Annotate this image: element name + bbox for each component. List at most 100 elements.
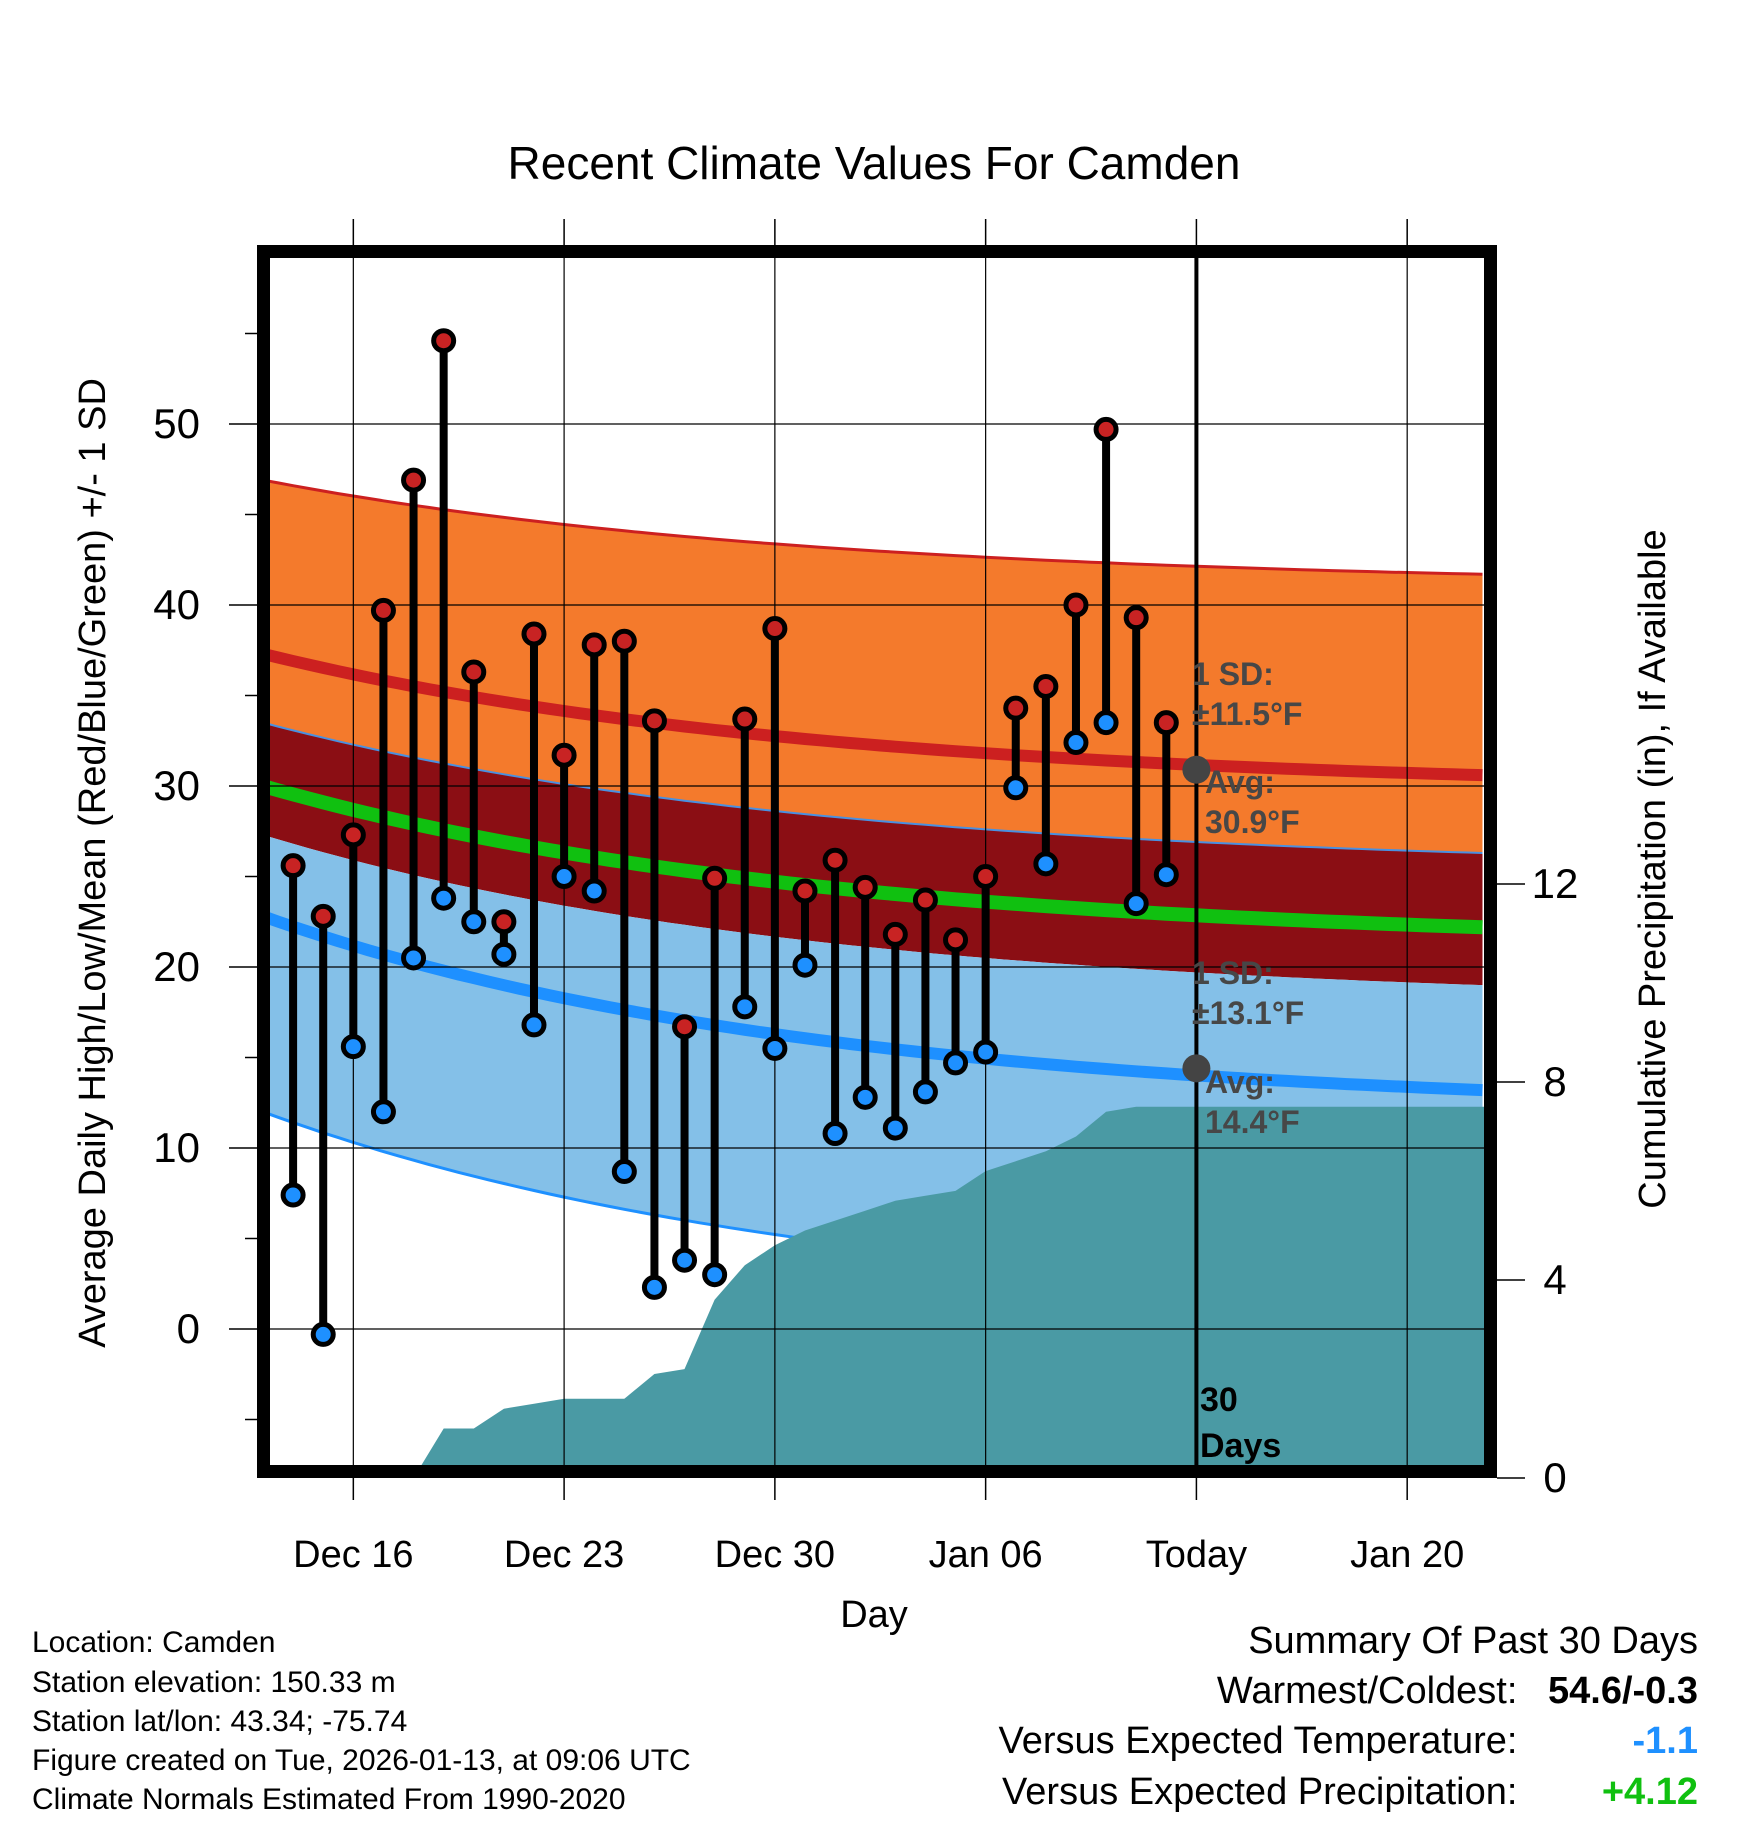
daily-low-point — [882, 1115, 908, 1141]
daily-low-point — [641, 1274, 667, 1300]
precip-area — [418, 1106, 1484, 1470]
y-left-tick-label: 20 — [153, 943, 200, 990]
daily-low-point — [912, 1079, 938, 1105]
daily-high-point — [852, 874, 878, 900]
summary-warmest-row: Warmest/Coldest: 54.6/-0.3 — [1217, 1670, 1698, 1713]
daily-high-point — [521, 621, 547, 647]
daily-low-point — [1093, 710, 1119, 736]
info-normals: Climate Normals Estimated From 1990-2020 — [32, 1783, 626, 1816]
info-location: Location: Camden — [32, 1626, 276, 1659]
y-right-tick-label: 12 — [1532, 860, 1579, 907]
daily-high-point — [1063, 592, 1089, 618]
info-elevation: Station elevation: 150.33 m — [32, 1666, 396, 1699]
daily-low-point — [973, 1039, 999, 1065]
daily-high-point — [641, 708, 667, 734]
daily-high-point — [732, 706, 758, 732]
x-tick-label: Dec 30 — [715, 1534, 835, 1576]
daily-low-point — [551, 864, 577, 889]
daily-low-point — [822, 1121, 848, 1147]
plot-frame — [257, 245, 1497, 1478]
daily-low-point — [370, 1099, 396, 1125]
x-tick-label: Today — [1146, 1534, 1247, 1576]
daily-low-point — [1123, 891, 1149, 917]
daily-low-point — [310, 1321, 336, 1347]
y-right-tick-label: 4 — [1543, 1256, 1566, 1303]
y-left-tick-label: 30 — [153, 762, 200, 809]
daily-low-point — [521, 1012, 547, 1038]
x-tick-label: Jan 20 — [1350, 1534, 1464, 1576]
daily-high-point — [762, 616, 788, 642]
high-sd-annotation: 1 SD: ±11.5°F — [1192, 656, 1302, 732]
high-avg-annotation: Avg: 30.9°F — [1205, 764, 1300, 840]
daily-high-point — [672, 1014, 698, 1040]
daily-high-point — [491, 909, 517, 935]
summary-warmest-label: Warmest/Coldest: — [1216, 1670, 1518, 1712]
daily-high-point — [702, 865, 728, 891]
y-right-tick-label: 8 — [1543, 1058, 1566, 1105]
daily-high-point — [551, 742, 577, 768]
high-avg-marker — [1182, 755, 1211, 784]
daily-low-point — [943, 1050, 969, 1076]
daily-low-point — [280, 1182, 306, 1208]
daily-low-point — [491, 941, 517, 967]
summary-temp-row: Versus Expected Temperature: -1.1 — [999, 1720, 1698, 1763]
x-tick-label: Jan 06 — [929, 1534, 1043, 1576]
daily-high-point — [792, 878, 818, 904]
y-right-axis-label: Cumulative Precipitation (in), If Availa… — [1632, 529, 1674, 1208]
y-left-tick-label: 50 — [153, 400, 200, 447]
daily-low-point — [431, 885, 457, 911]
daily-high-point — [1153, 710, 1179, 736]
low-avg-annotation: Avg: 14.4°F — [1205, 1064, 1300, 1140]
daily-high-point — [1003, 695, 1029, 721]
y-left-axis-label: Average Daily High/Low/Mean (Red/Blue/Gr… — [72, 378, 114, 1348]
daily-low-point — [581, 878, 607, 904]
y-left-tick-label: 40 — [153, 581, 200, 628]
daily-high-point — [1033, 673, 1059, 699]
daily-high-point — [370, 597, 396, 623]
daily-low-point — [762, 1035, 788, 1061]
daily-high-point — [340, 822, 366, 848]
y-right-tick-label: 0 — [1543, 1454, 1566, 1501]
summary-precip-row: Versus Expected Precipitation: +4.12 — [1002, 1771, 1698, 1814]
chart-title: Recent Climate Values For Camden — [508, 137, 1241, 189]
daily-low-point — [1033, 851, 1059, 877]
daily-low-point — [792, 952, 818, 978]
x-axis-label: Day — [840, 1594, 908, 1636]
info-created: Figure created on Tue, 2026-01-13, at 09… — [32, 1744, 691, 1777]
high-upper-sd-line — [270, 479, 1483, 576]
daily-high-point — [611, 628, 637, 654]
daily-high-point — [882, 921, 908, 947]
low-avg-marker — [1182, 1054, 1211, 1083]
daily-high-point — [581, 632, 607, 658]
low-sd-annotation: 1 SD: ±13.1°F — [1192, 955, 1304, 1031]
y-left-tick-label: 10 — [153, 1124, 200, 1171]
high-lower-sd-line — [270, 723, 1483, 854]
daily-high-point — [280, 853, 306, 879]
daily-low-point — [611, 1159, 637, 1185]
x-tick-label: Dec 23 — [504, 1534, 624, 1576]
low-normal-line — [270, 912, 1483, 1097]
daily-high-point — [822, 847, 848, 873]
summary-warmest-value: 54.6/-0.3 — [1548, 1670, 1698, 1712]
x-tick-label: Dec 16 — [293, 1534, 413, 1576]
daily-low-point — [1153, 862, 1179, 888]
y-left-tick-label: 0 — [177, 1305, 200, 1352]
daily-low-point — [672, 1247, 698, 1273]
summary-precip-value: +4.12 — [1601, 1771, 1698, 1813]
daily-low-point — [340, 1034, 366, 1060]
daily-high-point — [912, 887, 938, 913]
daily-low-point — [732, 994, 758, 1020]
summary-temp-label: Versus Expected Temperature: — [998, 1720, 1518, 1762]
high-normal-line — [270, 649, 1483, 782]
daily-high-point — [943, 927, 969, 953]
daily-high-point — [401, 467, 427, 493]
daily-low-point — [702, 1262, 728, 1288]
daily-low-point — [1003, 775, 1029, 801]
summary-temp-value: -1.1 — [1632, 1720, 1698, 1762]
daily-high-point — [461, 659, 487, 685]
daily-low-point — [461, 909, 487, 935]
daily-low-point — [401, 945, 427, 971]
daily-high-point — [310, 903, 336, 929]
daily-low-point — [1063, 730, 1089, 756]
